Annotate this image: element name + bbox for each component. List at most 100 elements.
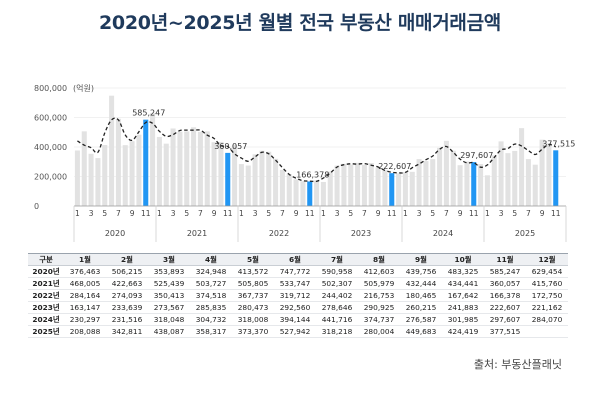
x-tick-label: 11 — [551, 209, 561, 218]
bar — [252, 154, 258, 206]
table-cell: 166,378 — [484, 289, 526, 302]
bar — [170, 128, 176, 206]
table-cell: 216,753 — [358, 289, 400, 302]
x-tick-label: 5 — [348, 209, 353, 218]
bar — [443, 140, 449, 206]
table-row-year: 2021년 — [28, 277, 64, 290]
bar — [457, 165, 463, 206]
bar — [238, 164, 244, 206]
bar — [423, 161, 429, 206]
bar — [136, 134, 142, 206]
data-label: 166,378 — [296, 170, 329, 179]
table-cell: 424,419 — [442, 325, 484, 338]
table-cell: 318,218 — [316, 325, 358, 338]
x-tick-label: 5 — [266, 209, 271, 218]
table-cell: 449,683 — [400, 325, 442, 338]
bar — [512, 150, 518, 206]
table-header-month: 5월 — [232, 253, 274, 266]
table-cell: 280,004 — [358, 325, 400, 338]
table-cell: 301,985 — [442, 313, 484, 326]
table-cell: 527,942 — [274, 325, 316, 338]
table-cell: 318,048 — [148, 313, 190, 326]
table-cell: 376,463 — [64, 265, 106, 278]
table-cell: 221,162 — [526, 301, 568, 314]
bar — [115, 118, 121, 206]
x-tick-label: 7 — [526, 209, 531, 218]
x-tick-label: 7 — [116, 209, 121, 218]
bar — [156, 136, 162, 206]
bar — [519, 128, 525, 206]
bar — [450, 150, 456, 206]
table-cell: 413,572 — [232, 265, 274, 278]
year-label: 2022 — [269, 229, 289, 238]
table-cell: 276,587 — [400, 313, 442, 326]
highlight-bar — [553, 150, 559, 206]
bar — [129, 141, 135, 206]
bar — [109, 95, 115, 206]
bar — [539, 139, 545, 206]
year-label: 2021 — [187, 229, 207, 238]
table-header-month: 4월 — [190, 253, 232, 266]
table-cell: 222,607 — [484, 301, 526, 314]
table-row-year: 2024년 — [28, 313, 64, 326]
highlight-bar — [389, 173, 395, 206]
bar — [293, 179, 299, 206]
bar — [245, 165, 251, 206]
bar — [334, 165, 340, 206]
bar — [355, 162, 361, 206]
bar — [525, 159, 531, 206]
table-header-month: 1월 — [64, 253, 106, 266]
table-header-month: 9월 — [400, 253, 442, 266]
bar — [430, 159, 436, 206]
bar — [286, 174, 292, 206]
bar — [532, 164, 538, 206]
bar — [122, 145, 128, 206]
table-cell: 280,473 — [232, 301, 274, 314]
bar — [505, 153, 511, 206]
x-tick-label: 1 — [403, 209, 408, 218]
table-header-month: 12월 — [526, 253, 568, 266]
x-tick-label: 1 — [485, 209, 490, 218]
x-tick-label: 7 — [198, 209, 203, 218]
bar — [341, 163, 347, 206]
table-cell: 230,297 — [64, 313, 106, 326]
table-header-month: 10월 — [442, 253, 484, 266]
source-note: 출처: 부동산플래닛 — [473, 358, 562, 371]
data-label: 377,515 — [542, 139, 575, 148]
table-cell: 439,756 — [400, 265, 442, 278]
y-tick-label: 400,000 — [34, 143, 67, 152]
x-tick-label: 3 — [417, 209, 422, 218]
table-cell: 324,948 — [190, 265, 232, 278]
table-cell: 342,811 — [106, 325, 148, 338]
year-label: 2020 — [105, 229, 125, 238]
bar — [211, 142, 217, 206]
table-row: 2020년 376,463 506,215 353,893 324,948 413,572… — [28, 265, 568, 278]
table-cell: 374,518 — [190, 289, 232, 302]
bar — [402, 172, 408, 206]
table-cell: 284,164 — [64, 289, 106, 302]
bar — [314, 180, 320, 206]
table-row: 2023년 163,147 233,639 273,567 285,835 280,473… — [28, 301, 568, 314]
table-body: 2020년 376,463 506,215 353,893 324,948 413,572… — [28, 265, 568, 338]
table-cell: 297,607 — [484, 313, 526, 326]
table-cell: 292,560 — [274, 301, 316, 314]
bar — [368, 163, 374, 206]
table-cell: 367,737 — [232, 289, 274, 302]
table-cell: 432,444 — [400, 277, 442, 290]
x-tick-label: 9 — [458, 209, 463, 218]
table-cell: 274,093 — [106, 289, 148, 302]
table-cell — [526, 325, 568, 338]
bar — [204, 131, 210, 206]
table-cell: 503,727 — [190, 277, 232, 290]
table-cell: 172,750 — [526, 289, 568, 302]
bar — [266, 151, 272, 206]
x-tick-label: 9 — [540, 209, 545, 218]
highlight-bar — [471, 162, 477, 206]
table-cell: 278,646 — [316, 301, 358, 314]
table-cell: 506,215 — [106, 265, 148, 278]
table-row: 2025년 208,088 342,811 438,087 358,317 373,370… — [28, 325, 568, 338]
bar — [348, 164, 354, 206]
trend-line — [77, 117, 557, 183]
table-cell: 505,805 — [232, 277, 274, 290]
x-tick-label: 3 — [89, 209, 94, 218]
